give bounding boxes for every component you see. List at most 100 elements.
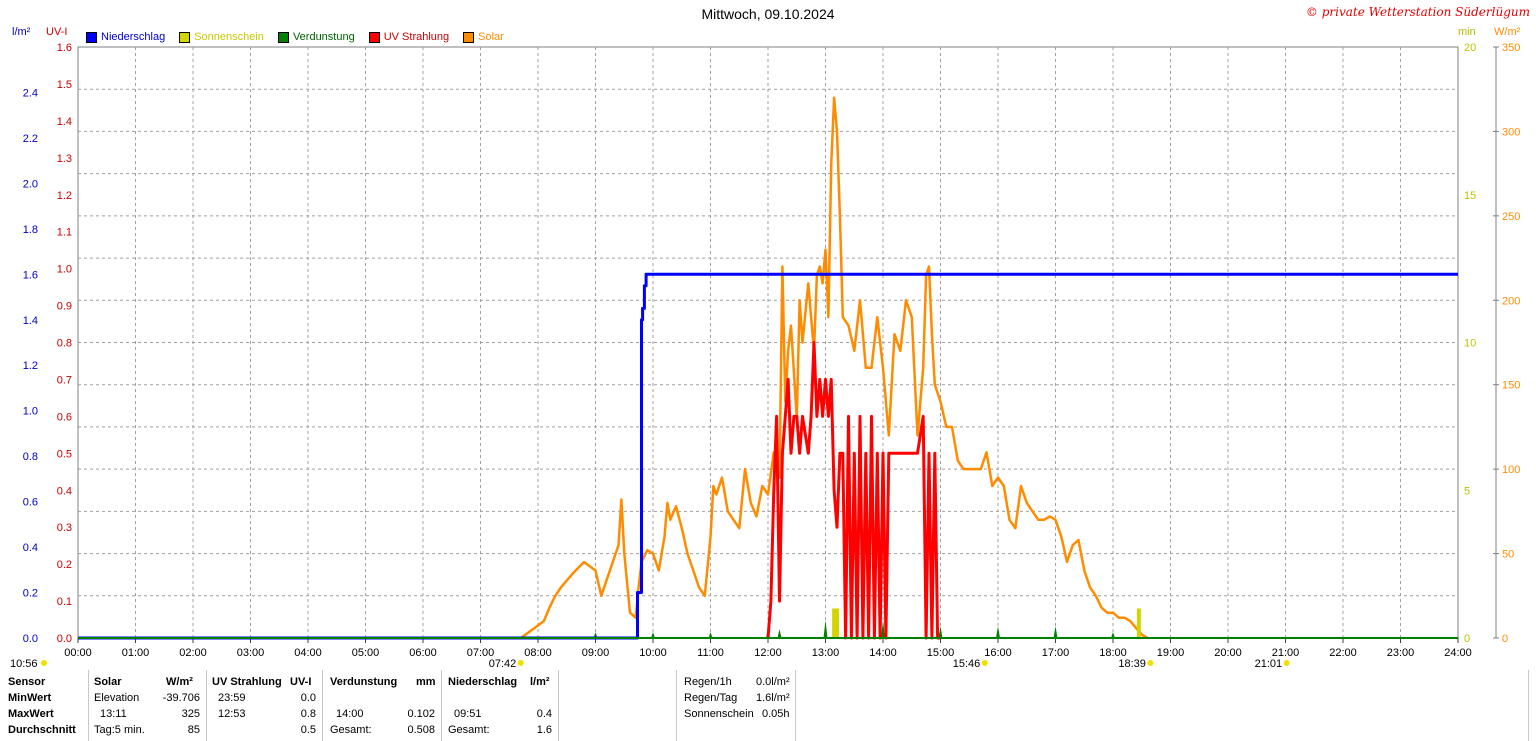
table-divider [795,670,796,741]
uv-axis-label: 1.5 [57,79,72,91]
regen-tag-label: Regen/Tag [684,692,738,704]
rain-header: Niederschlag [448,676,518,688]
x-tick-label: 00:00 [64,647,92,659]
solar-header: Solar [94,676,122,688]
rain-axis-label: 1.6 [23,269,38,281]
minwert-label: MinWert [8,692,52,704]
legend-label: Sonnenschein [194,31,264,43]
uv-axis-label: 1.4 [57,116,72,128]
sonnenschein-label: Sonnenschein [684,708,754,720]
rain-unit: l/m² [530,676,550,688]
table-divider [206,670,207,741]
x-tick-label: 20:00 [1214,647,1242,659]
time-marker-dot [981,660,988,666]
evap-unit: mm [416,676,436,688]
rain-unit-label: l/m² [12,26,31,38]
rain-axis-label: 1.4 [23,315,38,327]
x-tick-label: 23:00 [1387,647,1415,659]
rain-axis-label: 1.2 [23,360,38,372]
table-divider [322,670,323,741]
uv-max-time: 12:53 [218,708,246,720]
uv-axis-label: 1.0 [57,264,72,276]
sunshine-bar [1136,608,1141,638]
x-tick-label: 14:00 [869,647,897,659]
rain-axis-label: 2.4 [23,87,38,99]
uv-axis-label: 1.2 [57,190,72,202]
evaporation-mark [938,626,943,638]
rain-max-time: 09:51 [454,708,482,720]
evap-max-time: 14:00 [336,708,364,720]
sonnenschein-value: 0.05h [762,708,790,720]
evaporation-mark [1053,626,1058,638]
x-tick-label: 16:00 [984,647,1012,659]
series-line-niederschlag [78,272,1458,640]
x-tick-label: 01:00 [122,647,150,659]
uv-avg-value: 0.5 [300,724,316,736]
x-tick-label: 21:00 [1272,647,1300,659]
uv-header: UV Strahlung [212,676,282,688]
sunshine-axis-label: 10 [1464,338,1476,350]
evaporation-mark [823,620,828,638]
uv-axis-label: 1.3 [57,153,72,165]
legend-item-uv: UV Strahlung [368,31,450,43]
sensor-header: Sensor [8,676,46,688]
uv-min-time: 23:59 [218,692,246,704]
rain-max-value: 0.4 [536,708,552,720]
rain-total-label: Gesamt: [448,724,490,736]
solar-axis-label: 200 [1502,295,1520,307]
series-line-uv-strahlung [766,341,941,640]
rain-axis-label: 0.4 [23,542,38,554]
uv-max-value: 0.8 [300,708,316,720]
x-tick-label: 07:00 [467,647,495,659]
legend-label: Niederschlag [101,31,166,43]
time-marker-label: 07:42 [489,658,517,670]
regen-tag-value: 1.6l/m² [756,692,790,704]
chart-title: Mittwoch, 09.10.2024 [701,6,835,22]
uv-axis-label: 0.4 [57,485,72,497]
rain-axis-label: 2.2 [23,133,38,145]
uv-axis-label: 1.1 [57,227,72,239]
evap-max-value: 0.102 [407,708,435,720]
rain-axis-label: 0.8 [23,451,38,463]
sunshine-axis-label: 15 [1464,190,1476,202]
x-tick-label: 08:00 [524,647,552,659]
rain-total-value: 1.6 [536,724,552,736]
legend-label: UV Strahlung [383,31,450,43]
time-marker-label: 15:46 [953,658,981,670]
rain-axis-label: 1.8 [23,224,38,236]
solar-unit: W/m² [166,676,193,688]
x-tick-label: 13:00 [812,647,840,659]
solar-max-time: 13:11 [100,708,127,720]
legend-swatch [277,31,289,43]
uv-axis-label: 0.1 [57,596,72,608]
evaporation-mark [708,632,713,638]
evaporation-mark [777,629,782,638]
durchschnitt-label: Durchschnitt [8,724,76,736]
time-marker-dot [41,660,47,666]
solar-axis-label: 150 [1502,380,1520,392]
legend: Niederschlag Sonnenschein Verdunstung UV… [86,31,518,43]
evaporation-mark [996,626,1000,638]
solar-axis-label: 250 [1502,211,1520,223]
evaporation-mark [651,632,655,638]
legend-swatch [86,31,97,43]
x-tick-label: 12:00 [754,647,782,659]
x-tick-label: 19:00 [1157,647,1185,659]
uv-axis-label: 0.2 [57,559,72,571]
table-divider [1528,670,1529,741]
legend-label: Verdunstung [292,31,355,43]
sunshine-bar [835,608,839,638]
uv-axis-label: 0.3 [57,522,72,534]
rain-axis-label: 0.6 [23,497,38,509]
x-tick-label: 11:00 [697,647,724,659]
evaporation-mark [881,620,885,638]
x-tick-label: 02:00 [179,647,207,659]
evap-header: Verdunstung [330,676,398,688]
time-marker-dot [517,660,524,666]
evaporation-mark [1111,632,1115,638]
solar-axis-label: 50 [1502,549,1514,561]
time-marker-label: 18:39 [1118,658,1146,670]
solar-axis-label: 100 [1502,464,1520,476]
sunshine-bar [832,608,837,638]
